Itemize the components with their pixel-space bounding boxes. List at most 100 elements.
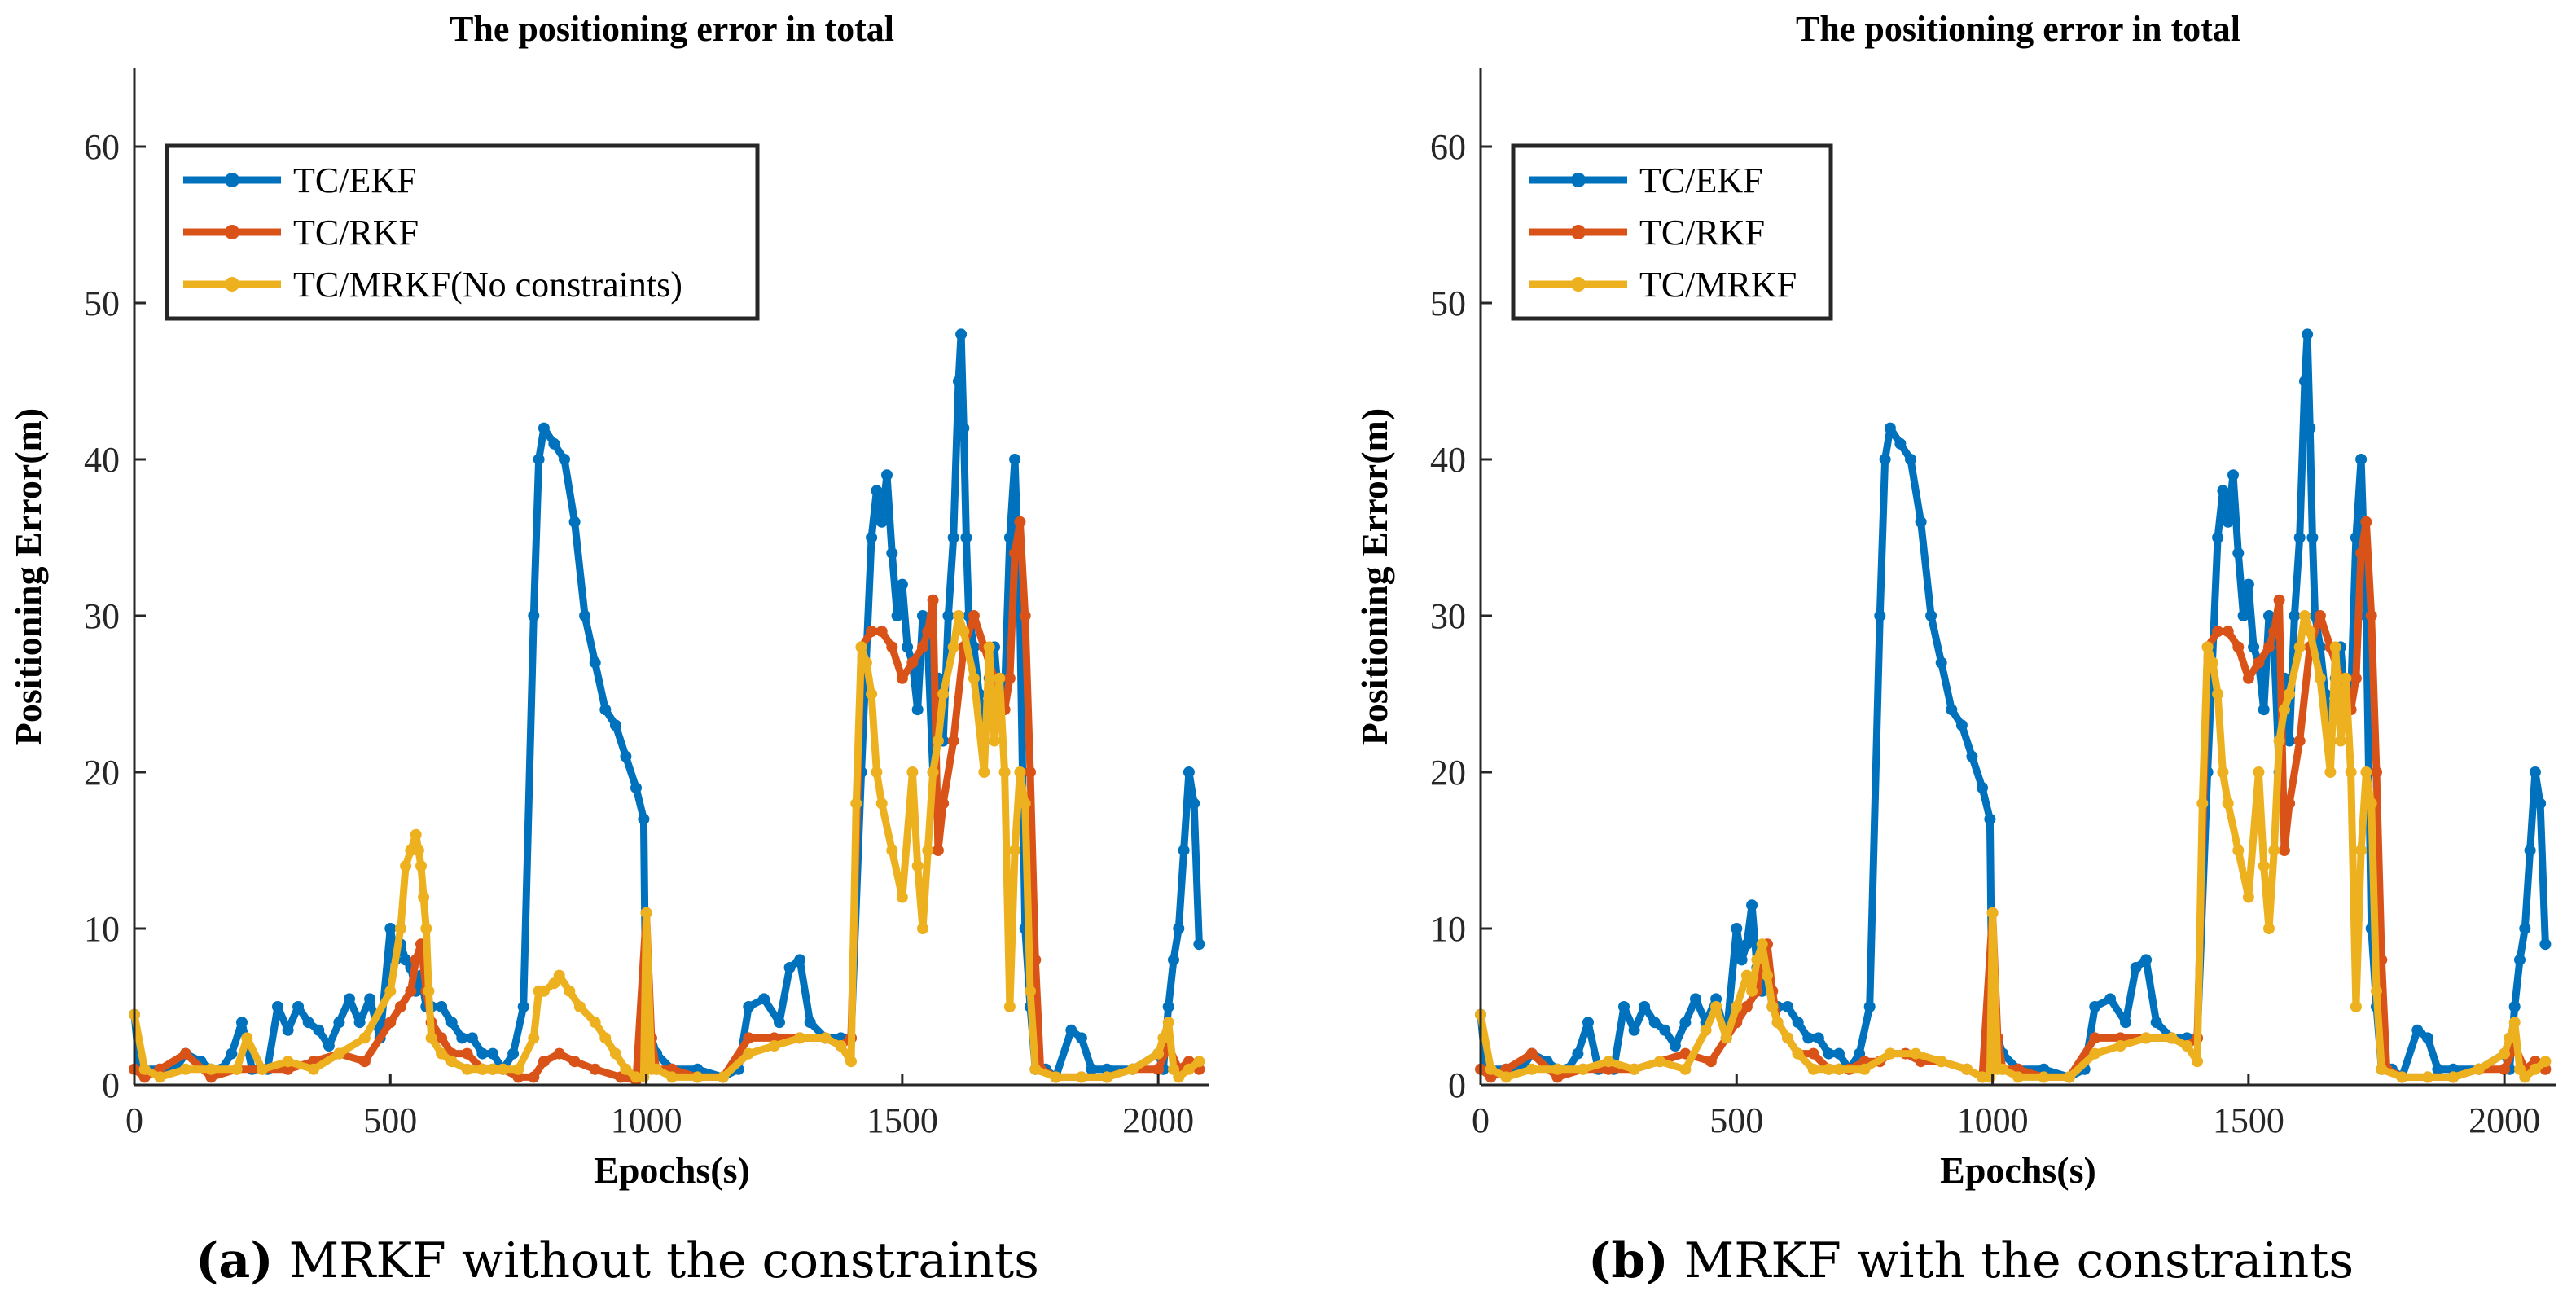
data-point bbox=[579, 610, 591, 621]
data-point bbox=[1025, 766, 1036, 778]
data-point bbox=[1075, 1032, 1087, 1044]
data-point bbox=[2258, 860, 2270, 872]
data-point bbox=[548, 437, 560, 450]
data-point bbox=[568, 1056, 581, 1068]
data-point bbox=[768, 1032, 780, 1044]
data-point bbox=[743, 1032, 755, 1044]
data-point bbox=[205, 1063, 217, 1075]
data-point bbox=[568, 516, 581, 528]
data-point bbox=[691, 1071, 704, 1083]
data-point bbox=[1525, 1047, 1538, 1060]
data-point bbox=[517, 1001, 529, 1012]
caption-b: (b) MRKF with the constraints bbox=[1588, 1228, 2354, 1293]
y-tick-label: 40 bbox=[84, 440, 120, 480]
data-point bbox=[917, 923, 928, 934]
caption-a: (a) MRKF without the constraints bbox=[195, 1228, 1039, 1293]
data-point bbox=[911, 704, 924, 716]
data-point bbox=[226, 1047, 238, 1060]
data-point bbox=[871, 766, 883, 778]
data-point bbox=[1812, 1032, 1824, 1044]
data-point bbox=[1823, 1063, 1835, 1075]
x-tick-label: 0 bbox=[125, 1100, 143, 1140]
data-point bbox=[589, 656, 601, 669]
data-point bbox=[835, 1040, 847, 1052]
data-point bbox=[651, 1063, 663, 1075]
series-tc-mrkf bbox=[1475, 610, 2552, 1083]
x-axis-label: Epochs(s) bbox=[1940, 1149, 2096, 1191]
data-point bbox=[1659, 1024, 1671, 1036]
data-point bbox=[2529, 766, 2541, 778]
data-point bbox=[1183, 766, 1195, 778]
data-point bbox=[989, 735, 1000, 747]
data-point bbox=[528, 610, 540, 621]
data-point bbox=[236, 1017, 248, 1029]
data-point bbox=[968, 672, 980, 684]
data-point bbox=[937, 797, 950, 810]
data-point bbox=[2447, 1071, 2460, 1083]
data-point bbox=[412, 845, 424, 856]
data-point bbox=[1603, 1063, 1615, 1075]
data-point bbox=[1966, 750, 1978, 762]
data-point bbox=[896, 672, 908, 684]
data-point bbox=[1731, 1001, 1743, 1012]
data-point bbox=[994, 672, 1006, 684]
legend-marker bbox=[1571, 277, 1586, 292]
data-point bbox=[922, 845, 934, 856]
data-point bbox=[1858, 1063, 1871, 1075]
y-tick-label: 60 bbox=[1430, 127, 1466, 167]
data-point bbox=[1740, 938, 1753, 951]
data-point bbox=[1162, 1001, 1174, 1012]
data-point bbox=[845, 1056, 857, 1068]
y-tick-label: 30 bbox=[84, 596, 120, 636]
data-point bbox=[958, 626, 970, 638]
data-point bbox=[559, 454, 570, 465]
x-tick-label: 0 bbox=[1472, 1100, 1490, 1140]
data-point bbox=[1792, 1017, 1804, 1029]
data-point bbox=[353, 1017, 366, 1029]
data-point bbox=[917, 641, 928, 653]
data-point bbox=[875, 797, 888, 810]
data-point bbox=[282, 1024, 294, 1036]
data-point bbox=[1910, 1047, 1922, 1060]
data-point bbox=[512, 1063, 524, 1075]
data-point bbox=[804, 1017, 816, 1029]
legend-marker bbox=[1571, 173, 1586, 187]
series-tc-ekf bbox=[1475, 328, 2552, 1083]
data-point bbox=[1756, 938, 1768, 951]
data-point bbox=[1086, 1063, 1098, 1075]
data-point bbox=[2253, 656, 2265, 669]
data-point bbox=[2350, 1001, 2362, 1012]
data-point bbox=[1648, 1017, 1661, 1029]
data-point bbox=[927, 766, 939, 778]
data-point bbox=[1173, 923, 1185, 934]
data-point bbox=[2329, 641, 2341, 653]
data-point bbox=[2089, 1047, 2101, 1060]
y-tick-label: 60 bbox=[84, 127, 120, 167]
data-point bbox=[1019, 610, 1031, 621]
x-tick-label: 500 bbox=[1709, 1100, 1763, 1140]
data-point bbox=[538, 985, 550, 997]
data-point bbox=[533, 454, 545, 465]
x-tick-label: 2000 bbox=[2468, 1100, 2540, 1140]
series-line bbox=[1478, 518, 2548, 1081]
data-point bbox=[538, 1056, 550, 1068]
data-point bbox=[609, 1047, 621, 1060]
data-point bbox=[456, 1032, 468, 1044]
data-point bbox=[2089, 1032, 2101, 1044]
data-point bbox=[2222, 516, 2234, 528]
x-tick-label: 1000 bbox=[611, 1100, 682, 1140]
data-point bbox=[1050, 1071, 1062, 1083]
data-point bbox=[1009, 845, 1021, 856]
data-point bbox=[743, 1047, 755, 1060]
data-point bbox=[2140, 954, 2153, 966]
data-point bbox=[891, 610, 903, 621]
data-point bbox=[1500, 1071, 1512, 1083]
data-point bbox=[1782, 1032, 1794, 1044]
legend: TC/EKF TC/RKF TC/MRKF bbox=[1511, 143, 1833, 321]
y-tick-label: 20 bbox=[84, 753, 120, 793]
data-point bbox=[640, 907, 652, 919]
data-point bbox=[2529, 1063, 2541, 1075]
data-point bbox=[2508, 1001, 2521, 1012]
data-point bbox=[1582, 1017, 1594, 1029]
data-point bbox=[2038, 1071, 2050, 1083]
